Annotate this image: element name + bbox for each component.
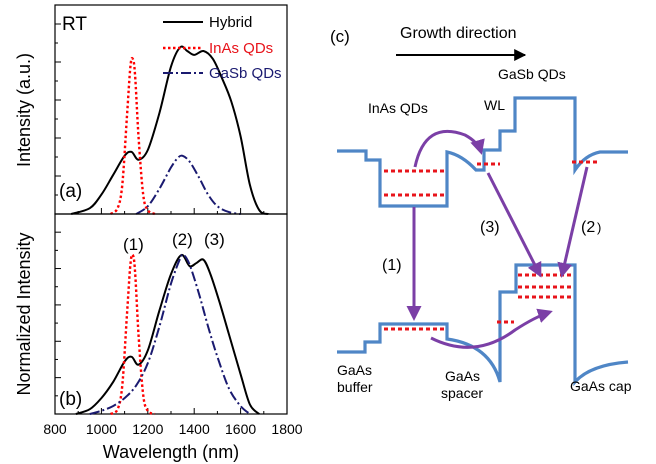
path-label-2: (2 bbox=[581, 219, 595, 236]
panel-a: RT (a) Intensity (a.u.) Hybrid InAs QDs … bbox=[14, 4, 288, 216]
transition-arrow-2 bbox=[557, 166, 589, 278]
gaas-buffer-label-line1: GaAs bbox=[337, 362, 372, 378]
peak-label-1: (1) bbox=[123, 235, 144, 254]
panel-b-ticks bbox=[54, 231, 288, 414]
panel-a-label: (a) bbox=[59, 181, 82, 202]
panel-a-ylabel: Intensity (a.u.) bbox=[14, 53, 34, 167]
series-inas-qds-a bbox=[109, 56, 156, 216]
series-hybrid-b bbox=[75, 253, 260, 415]
legend: Hybrid InAs QDs GaSb QDs bbox=[163, 14, 282, 82]
growth-direction-label: Growth direction bbox=[400, 25, 517, 42]
peak-label-3: (3) bbox=[204, 230, 225, 249]
panel-c-band-diagram: (c) Growth direction GaSb QDs InAs QDs W… bbox=[330, 25, 632, 401]
series-inas-qds-b bbox=[109, 253, 156, 416]
x-tick-labels: 800 1000 1200 1400 1600 1800 bbox=[43, 421, 302, 437]
temperature-label: RT bbox=[62, 14, 87, 35]
panel-a-frame bbox=[54, 4, 288, 215]
panel-b-series bbox=[75, 253, 260, 416]
panel-c-label: (c) bbox=[330, 27, 350, 46]
transition-arrow-3 bbox=[486, 172, 542, 278]
panel-b-frame bbox=[54, 213, 288, 415]
legend-label-inas: InAs QDs bbox=[209, 40, 273, 57]
x-tick-label: 1600 bbox=[225, 421, 256, 437]
wl-label: WL bbox=[484, 97, 505, 113]
x-tick-label: 1400 bbox=[179, 421, 210, 437]
inas-qds-label: InAs QDs bbox=[368, 100, 428, 116]
series-gasb-qds-b bbox=[89, 253, 251, 415]
transition-arrows bbox=[406, 129, 589, 349]
energy-levels bbox=[384, 160, 600, 331]
series-gasb-qds-a bbox=[135, 154, 241, 215]
valence-band-edge bbox=[337, 263, 629, 387]
x-tick-label: 800 bbox=[43, 421, 67, 437]
gaas-spacer-label-line1: GaAs bbox=[445, 368, 480, 384]
path-label-2-tail: ) bbox=[597, 220, 601, 235]
gaas-buffer-label-line2: buffer bbox=[337, 379, 373, 395]
gasb-qds-label: GaSb QDs bbox=[498, 66, 566, 82]
x-tick-label: 1000 bbox=[86, 421, 117, 437]
panel-b-label: (b) bbox=[59, 389, 82, 410]
x-axis-label: Wavelength (nm) bbox=[103, 442, 239, 462]
x-tick-label: 1800 bbox=[271, 421, 302, 437]
legend-label-gasb: GaSb QDs bbox=[209, 65, 282, 82]
gaas-spacer-label-line2: spacer bbox=[441, 385, 483, 401]
panel-b-ylabel: Normalized Intensity bbox=[14, 232, 34, 395]
hole-transfer-arrow bbox=[430, 308, 553, 349]
panel-b: (b) Normalized Intensity (1) (2) (3) 800… bbox=[14, 213, 303, 462]
path-label-3: (3) bbox=[480, 219, 500, 236]
x-tick-label: 1200 bbox=[132, 421, 163, 437]
gaas-cap-label: GaAs cap bbox=[570, 378, 632, 394]
path-label-1: (1) bbox=[382, 257, 402, 274]
peak-label-2: (2) bbox=[172, 230, 193, 249]
conduction-band-edge bbox=[337, 96, 628, 208]
tunneling-arrow bbox=[413, 129, 485, 168]
legend-label-hybrid: Hybrid bbox=[209, 14, 252, 31]
